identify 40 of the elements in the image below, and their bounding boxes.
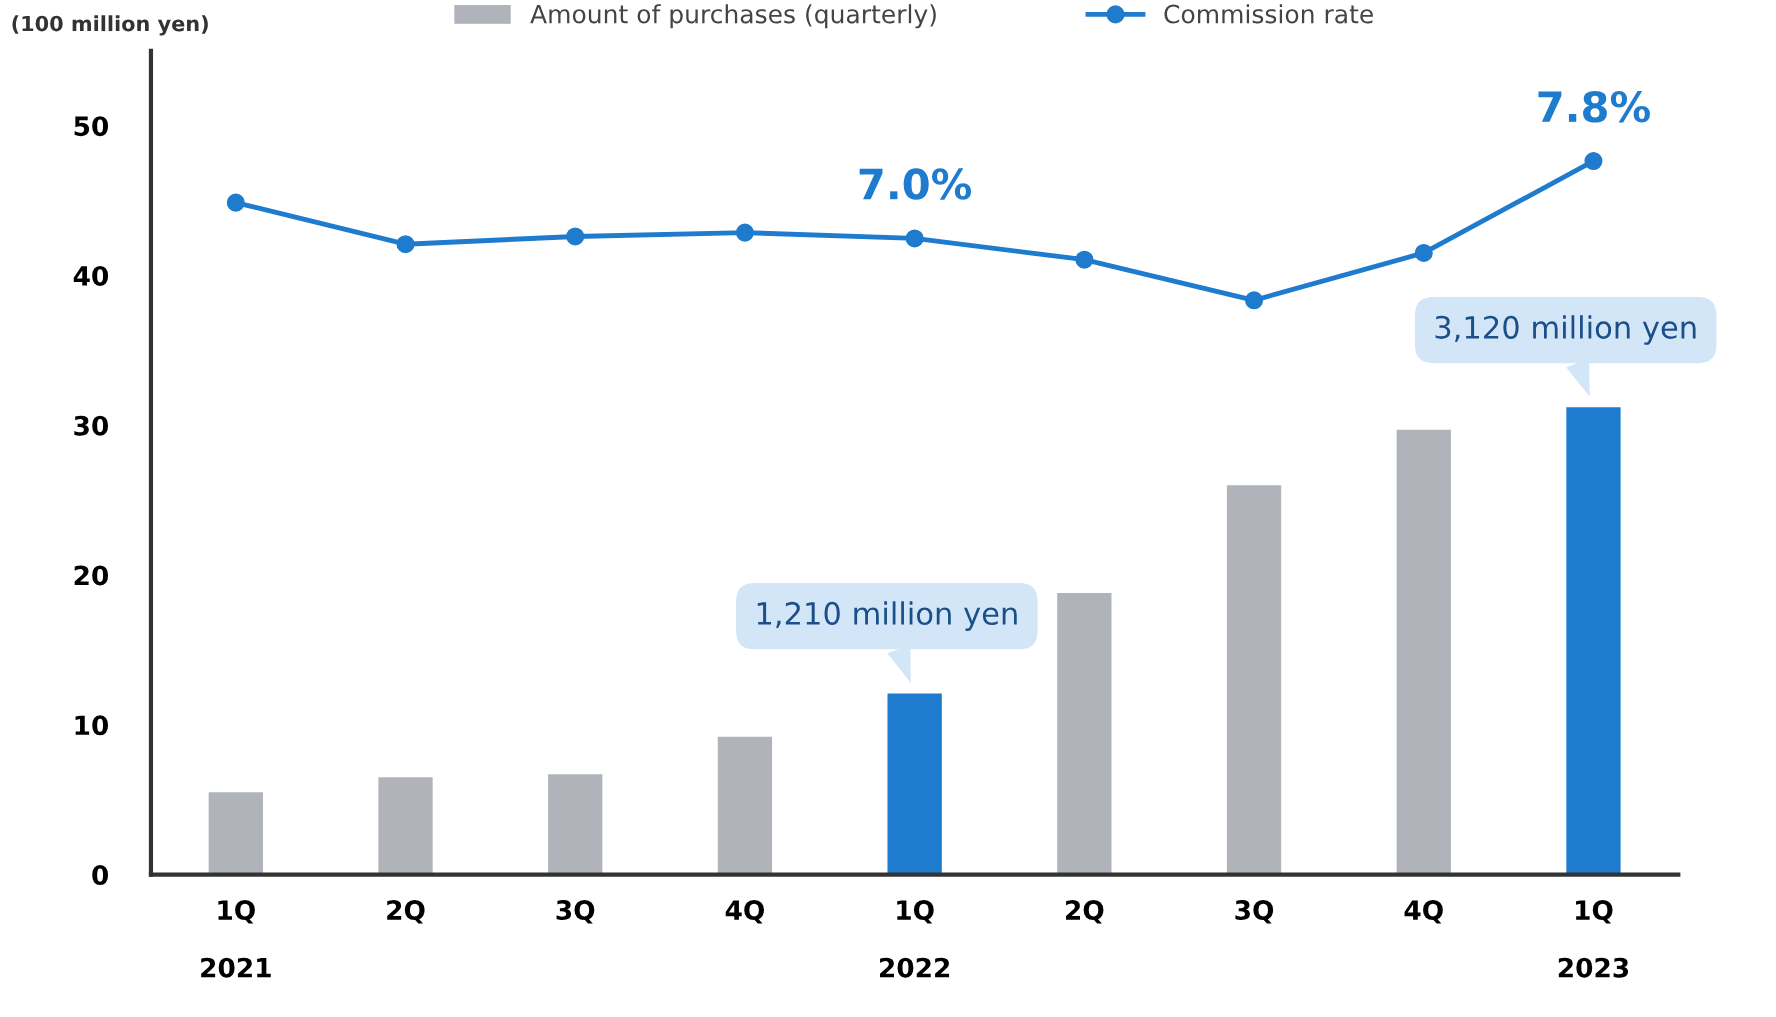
point — [1245, 291, 1264, 310]
point — [1414, 243, 1433, 262]
point — [735, 223, 754, 242]
x-tick-label: 4Q — [1404, 900, 1443, 924]
data-label: 7.8% — [1538, 90, 1650, 123]
x-tick-label: 2Q — [1066, 900, 1104, 924]
category-label: 1Q 2021 — [201, 900, 271, 978]
bar — [1226, 485, 1282, 875]
bar — [208, 792, 263, 875]
point — [396, 235, 415, 254]
x-tick-label: 3Q — [556, 900, 595, 924]
bar — [717, 736, 773, 875]
y-tick-label: 20 — [74, 565, 109, 586]
category-label: 1Q 2023 — [1558, 900, 1629, 978]
point — [1075, 250, 1094, 269]
bar — [1396, 429, 1451, 875]
legend-label: Commission rate — [1164, 4, 1373, 24]
x-tick-label: 4Q — [725, 900, 764, 924]
x-tick-label: 2Q — [387, 900, 425, 924]
y-tick-label: 40 — [73, 265, 109, 286]
y-tick-label: 10 — [75, 715, 109, 736]
y-tick-label: 50 — [74, 116, 109, 137]
y-axis-title: (100 million yen) — [12, 15, 208, 36]
point — [905, 229, 924, 248]
bar — [378, 777, 433, 875]
legend-label: Amount of purchases (quarterly) — [530, 4, 936, 29]
y-tick-label: 30 — [74, 415, 109, 436]
y-tick-label: 0 — [92, 865, 109, 886]
category-label: 1Q 2022 — [880, 900, 950, 978]
x-tick-label: 3Q — [1235, 900, 1274, 924]
data-label: 7.0% — [859, 168, 972, 200]
point — [1584, 152, 1603, 171]
annotation: 1,210 million yen — [757, 601, 1017, 631]
annotation: 3,120 million yen — [1435, 315, 1696, 345]
bar — [1566, 407, 1621, 875]
bar — [1057, 593, 1112, 875]
bar — [887, 693, 942, 875]
point — [226, 193, 245, 212]
bar — [548, 774, 603, 875]
point — [566, 227, 585, 246]
